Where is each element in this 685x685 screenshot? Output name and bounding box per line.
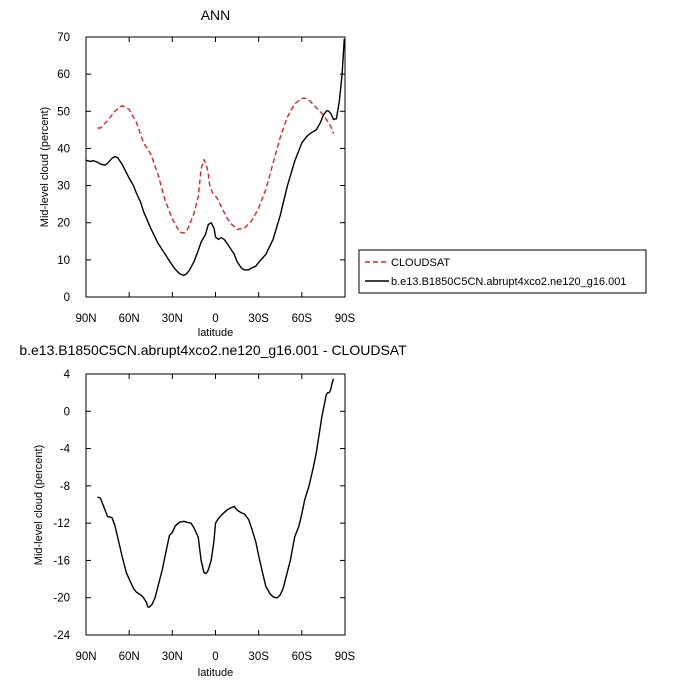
bottom-x-tick-label: 90N	[75, 651, 96, 663]
top-y-tick-label: 20	[57, 218, 70, 230]
legend: CLOUDSAT b.e13.B1850C5CN.abrupt4xco2.ne1…	[358, 249, 647, 294]
top-y-tick-label: 30	[57, 181, 70, 193]
top-x-axis-label: latitude	[198, 327, 233, 339]
top-panel: ANN Mid-level cloud (percent) latitude 9…	[39, 7, 356, 339]
top-x-tick-label: 90N	[75, 313, 96, 325]
bottom-panel: b.e13.B1850C5CN.abrupt4xco2.ne120_g16.00…	[19, 342, 407, 679]
top-chart-title: ANN	[201, 7, 231, 23]
bottom-x-tick-label: 60N	[119, 651, 140, 663]
bottom-y-axis-label: Mid-level cloud (percent)	[33, 445, 45, 565]
bottom-x-axis-label: latitude	[198, 667, 233, 679]
top-y-tick-label: 10	[57, 255, 70, 267]
bottom-y-tick-label: -20	[53, 593, 70, 605]
top-y-axis-label: Mid-level cloud (percent)	[39, 107, 51, 227]
top-x-tick-label: 0	[212, 313, 218, 325]
top-series-line-cloudsat	[97, 97, 335, 234]
bottom-plot-frame	[85, 373, 346, 636]
bottom-series-line-0	[97, 378, 335, 608]
bottom-x-tick-label: 0	[212, 651, 218, 663]
bottom-x-tick-label: 60S	[292, 651, 313, 663]
top-x-tick-label: 60N	[119, 313, 140, 325]
bottom-y-tick-label: -4	[60, 444, 71, 456]
top-y-tick-label: 0	[64, 292, 70, 304]
bottom-x-tick-label: 30S	[248, 651, 269, 663]
top-series-line-b-e13-b1850c5cn-abrupt4xco2-ne120-g16-001	[85, 38, 345, 277]
top-y-tick-label: 40	[57, 143, 70, 155]
legend-box	[358, 249, 647, 294]
bottom-y-tick-label: -16	[53, 555, 70, 567]
bottom-y-tick-label: 0	[64, 406, 70, 418]
bottom-x-tick-label: 90S	[335, 651, 356, 663]
bottom-y-tick-label: 4	[64, 369, 71, 381]
bottom-y-tick-label: -24	[53, 630, 70, 642]
top-y-tick-label: 70	[57, 32, 70, 44]
legend-label-cloudsat: CLOUDSAT	[391, 257, 450, 269]
top-y-tick-label: 50	[57, 106, 70, 118]
top-x-tick-label: 60S	[292, 313, 313, 325]
top-plot-frame	[85, 36, 346, 298]
top-x-tick-label: 30S	[248, 313, 269, 325]
top-x-tick-label: 90S	[335, 313, 356, 325]
top-x-tick-label: 30N	[162, 313, 183, 325]
top-y-tick-label: 60	[57, 69, 70, 81]
bottom-y-tick-label: -8	[60, 481, 70, 493]
bottom-x-tick-label: 30N	[162, 651, 183, 663]
bottom-y-tick-label: -12	[53, 518, 70, 530]
legend-label-model: b.e13.B1850C5CN.abrupt4xco2.ne120_g16.00…	[391, 276, 626, 288]
bottom-chart-title: b.e13.B1850C5CN.abrupt4xco2.ne120_g16.00…	[19, 342, 407, 358]
